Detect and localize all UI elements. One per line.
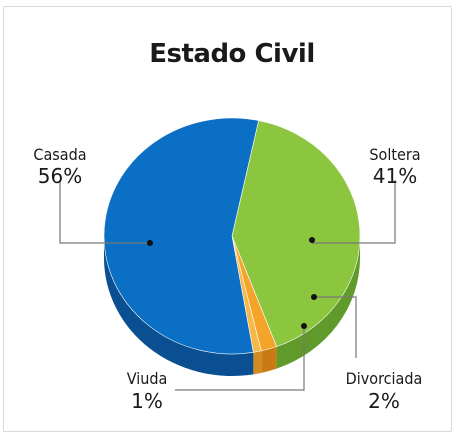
dot-soltera xyxy=(309,237,315,243)
label-divorciada: Divorciada xyxy=(346,369,423,388)
pct-soltera: 41% xyxy=(373,164,417,188)
pie-tops xyxy=(103,117,361,355)
pie-side-casada xyxy=(104,236,254,376)
pie-slice-casada xyxy=(103,117,259,355)
dot-viuda xyxy=(301,323,307,329)
pie-side-viuda xyxy=(253,350,262,375)
dot-casada xyxy=(147,240,153,246)
leader-line-divorciada xyxy=(314,296,357,358)
leader-line-soltera xyxy=(312,180,396,244)
pie-sides xyxy=(104,236,360,376)
label-casada: Casada xyxy=(33,145,86,164)
pie-side-soltera xyxy=(276,236,360,369)
leader-line-viuda xyxy=(175,326,305,391)
pct-casada: 56% xyxy=(38,164,82,188)
pct-divorciada: 2% xyxy=(368,389,400,413)
label-soltera: Soltera xyxy=(369,145,420,164)
pie-side-divorciada xyxy=(261,346,277,373)
label-viuda: Viuda xyxy=(127,369,168,388)
dot-divorciada xyxy=(311,294,317,300)
frame-border xyxy=(3,6,452,432)
pie-slice-soltera xyxy=(231,120,361,347)
leader-line-casada xyxy=(59,180,150,244)
chart-title: Estado Civil xyxy=(149,39,315,69)
pct-viuda: 1% xyxy=(131,389,163,413)
